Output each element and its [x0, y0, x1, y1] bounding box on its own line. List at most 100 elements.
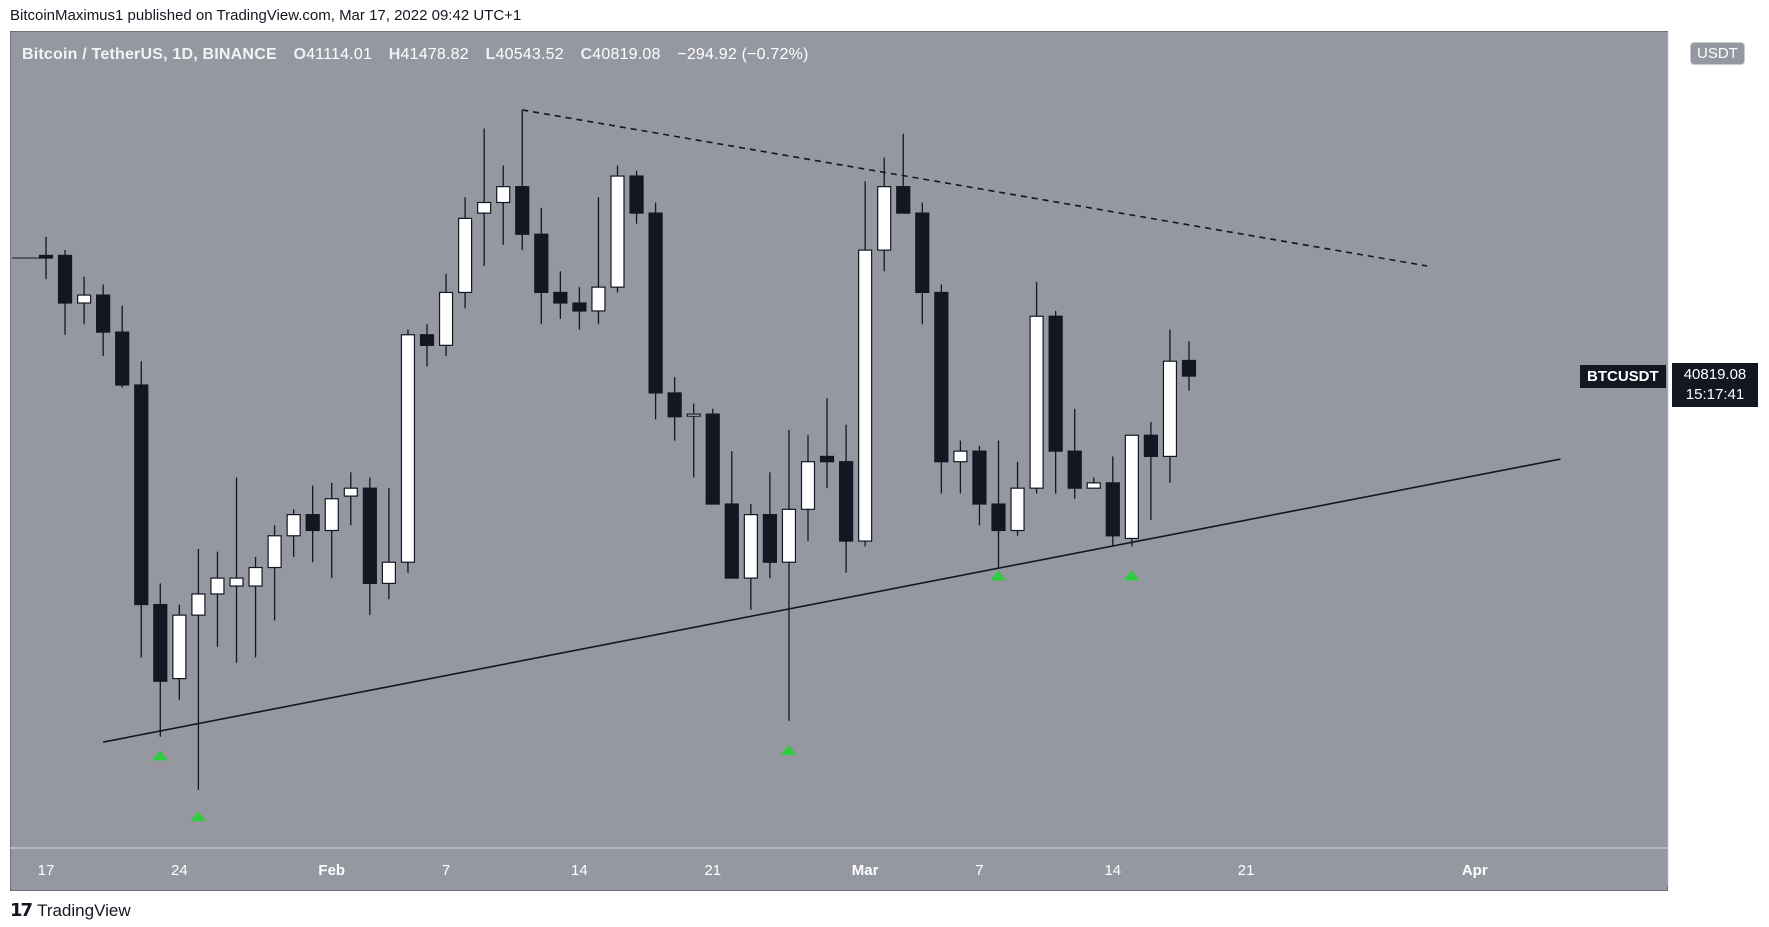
candle: [343, 472, 358, 526]
bearish-candle-body: [153, 603, 168, 682]
bullish-candle-body: [477, 201, 492, 214]
bullish-candle-body: [381, 561, 396, 584]
y-tick-label: 32000.00: [1687, 835, 1750, 852]
bearish-candle-body: [96, 294, 111, 333]
bullish-candle-body: [610, 175, 625, 288]
y-tick-label: 43000.00: [1687, 253, 1750, 270]
candle: [1162, 329, 1178, 483]
candle: [1010, 461, 1025, 536]
high-key: H: [388, 46, 401, 63]
last-price-value: 40819.08: [1683, 366, 1747, 383]
y-tick-label: 45000.00: [1687, 147, 1750, 164]
x-tick-label: 24: [171, 862, 188, 879]
candle: [1086, 477, 1101, 489]
candle: [781, 429, 797, 721]
bullish-candle-body: [743, 514, 758, 579]
chart-legend: Bitcoin / TetherUS, 1D, BINANCE O41114.0…: [22, 46, 809, 64]
bearish-candle-body: [915, 212, 930, 294]
bullish-candle-body: [686, 413, 701, 417]
candle: [686, 403, 701, 478]
x-tick-label: 21: [1238, 862, 1255, 879]
candle: [515, 109, 530, 251]
x-tick-label: Mar: [852, 862, 879, 879]
candle: [324, 482, 339, 579]
bullish-candle-body: [400, 334, 416, 563]
candle: [572, 287, 587, 330]
candle: [934, 284, 949, 494]
y-tick-label: 39000.00: [1687, 464, 1750, 481]
bearish-candle-body: [1067, 450, 1082, 489]
bearish-candle-body: [762, 514, 778, 563]
candle: [172, 604, 187, 700]
x-tick-label: 17: [38, 862, 55, 879]
y-tick-label: 34000.00: [1687, 729, 1750, 746]
candle: [1181, 341, 1197, 391]
candle: [134, 361, 149, 658]
x-tick-label: Apr: [1462, 862, 1488, 879]
bullish-candle-body: [210, 577, 225, 595]
currency-badge[interactable]: USDT: [1690, 42, 1745, 65]
tradingview-logo[interactable]: 𝟭𝟳 TradingView: [10, 900, 131, 921]
candle: [629, 170, 644, 224]
change-value: −294.92 (−0.72%): [677, 46, 809, 63]
candle: [96, 284, 111, 356]
candle: [362, 477, 377, 616]
candle: [57, 250, 73, 335]
bearish-candle-body: [57, 254, 73, 304]
bearish-candle-body: [629, 175, 644, 214]
candle: [534, 207, 549, 325]
low-key: L: [485, 46, 496, 63]
bullish-candle-body: [591, 286, 606, 312]
y-tick-label: 44000.00: [1687, 200, 1750, 217]
bullish-candle-body: [1086, 482, 1101, 489]
support-trendline: [102, 458, 1561, 743]
candle: [286, 509, 301, 557]
candle: [153, 583, 168, 737]
bullish-candle-body: [1010, 487, 1025, 532]
high-value: 41478.82: [400, 46, 469, 63]
marker-layer: [152, 570, 1140, 822]
last-price-tag: 40819.08 15:17:41: [1672, 363, 1758, 407]
arrow-up-marker: [190, 811, 207, 822]
bullish-candle-body: [1162, 360, 1178, 458]
candle: [1143, 422, 1159, 520]
y-tick-label: 35000.00: [1687, 676, 1750, 693]
bullish-candle-body: [496, 186, 511, 204]
bullish-candle-body: [343, 487, 358, 497]
candle: [991, 440, 1006, 568]
candle: [400, 329, 416, 573]
bearish-candle-body: [1181, 359, 1197, 377]
candle: [819, 398, 835, 489]
candle: [610, 165, 625, 293]
bullish-candle-body: [248, 566, 263, 587]
publisher-line: BitcoinMaximus1 published on TradingView…: [10, 7, 522, 24]
candle: [972, 445, 987, 526]
candle: [800, 435, 816, 542]
bullish-candle-body: [458, 217, 473, 294]
y-tick-label: 37000.00: [1687, 570, 1750, 587]
arrow-up-marker: [1123, 570, 1140, 581]
x-tick-label: Feb: [318, 862, 345, 879]
candle: [458, 197, 473, 309]
bullish-candle-body: [1029, 315, 1044, 489]
bullish-candle-body: [877, 186, 892, 251]
bearish-candle-body: [572, 302, 587, 312]
bearish-candle-body: [1105, 482, 1120, 537]
bearish-candle-body: [1143, 434, 1159, 458]
y-tick-label: 40000.00: [1687, 411, 1750, 428]
bearish-candle-body: [705, 413, 720, 505]
candle: [877, 157, 892, 272]
bearish-candle-body: [115, 331, 130, 386]
close-key: C: [580, 46, 593, 63]
y-tick-label: 38000.00: [1687, 517, 1750, 534]
x-tick-label: 14: [571, 862, 588, 879]
candle: [1067, 408, 1082, 499]
candle: [553, 271, 568, 319]
bearish-candle-body: [896, 186, 911, 214]
bullish-candle-body: [267, 535, 282, 569]
close-value: 40819.08: [592, 46, 661, 63]
candle: [896, 133, 911, 214]
low-value: 40543.52: [495, 46, 564, 63]
candle: [1105, 456, 1120, 547]
